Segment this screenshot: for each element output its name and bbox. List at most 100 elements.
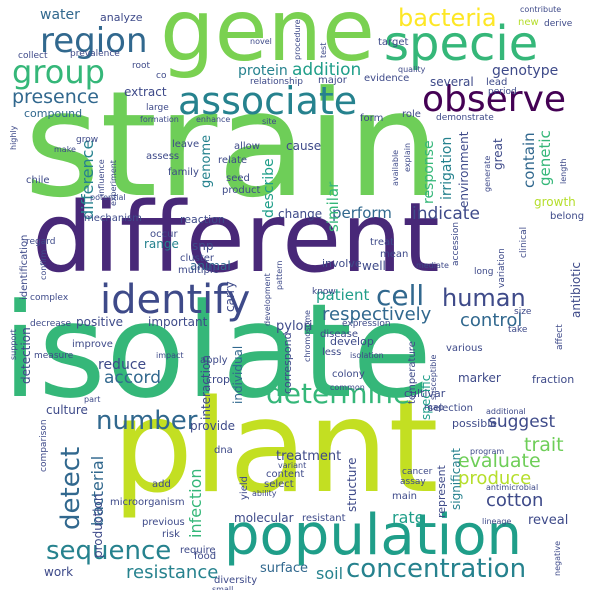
word-involve: involve <box>322 257 362 270</box>
word-content: content <box>266 469 305 480</box>
word-structure: structure <box>345 457 359 512</box>
word-possible: possible <box>452 417 498 430</box>
word-selection: selection <box>428 403 473 414</box>
word-ability: ability <box>252 489 277 498</box>
word-collect: collect <box>18 51 48 61</box>
word-additional: additional <box>486 407 526 416</box>
word-number: number <box>96 406 198 436</box>
word-complex: complex <box>30 293 69 303</box>
word-reduce: reduce <box>98 357 147 373</box>
word-indicate: indicate <box>412 204 480 224</box>
word-multiple: multiple <box>178 265 219 276</box>
word-food: food <box>194 551 217 562</box>
word-gene: gene <box>160 0 375 81</box>
word-treatment: treatment <box>276 449 342 464</box>
word-confirm: confirm <box>39 249 48 280</box>
word-isolate: isolate <box>2 275 433 427</box>
word-temperature: temperature <box>407 341 418 404</box>
word-mediate: mediate <box>416 261 449 270</box>
word-grow: grow <box>76 135 99 145</box>
word-produce: produce <box>458 468 532 489</box>
word-snp: snp <box>192 239 214 253</box>
word-accession: accession <box>451 221 461 266</box>
word-improve: improve <box>72 339 113 350</box>
word-cluster: cluster <box>180 253 215 264</box>
word-crop: crop <box>206 373 231 386</box>
word-develop: develop <box>330 335 374 348</box>
word-represent: represent <box>435 465 448 518</box>
word-small: small <box>212 585 234 590</box>
word-growth: growth <box>534 195 576 209</box>
word-protein: protein <box>238 63 288 79</box>
word-trait: trait <box>524 434 564 456</box>
word-prevalence: prevalence <box>70 49 120 59</box>
word-select: select <box>264 479 294 490</box>
word-allow: allow <box>234 141 260 152</box>
word-co: co <box>156 71 167 81</box>
word-suggest: suggest <box>488 412 556 432</box>
word-genome: genome <box>199 134 214 188</box>
word-regard: regard <box>26 237 56 247</box>
word-production: production <box>91 493 105 558</box>
word-mean: mean <box>380 249 409 260</box>
word-identify: identify <box>100 277 251 323</box>
word-surface: surface <box>260 561 309 576</box>
word-accord: accord <box>104 368 161 388</box>
word-require: require <box>180 545 216 556</box>
word-available: available <box>391 149 400 186</box>
word-concentration: concentration <box>346 554 527 584</box>
word-correspond: correspond <box>281 332 294 394</box>
word-perform: perform <box>332 204 392 222</box>
word-important: important <box>148 315 208 329</box>
word-target: target <box>378 37 409 48</box>
word-different: different <box>32 182 440 294</box>
word-infection: infection <box>186 468 205 538</box>
word-length: length <box>559 158 568 185</box>
word-fraction: fraction <box>532 373 575 386</box>
word-chromosome: chromosome <box>303 310 312 362</box>
word-large: large <box>146 103 169 113</box>
word-dna: dna <box>214 445 233 456</box>
word-chile: chile <box>26 175 50 186</box>
word-quality: quality <box>398 65 426 74</box>
word-carry: carry <box>223 281 237 312</box>
word-plant: plant <box>112 373 439 522</box>
word-detect: detect <box>56 446 86 530</box>
word-product: product <box>222 185 261 196</box>
word-soil: soil <box>316 564 344 583</box>
word-form: form <box>360 113 384 124</box>
word-contribute: contribute <box>520 5 562 14</box>
word-relate: relate <box>218 155 248 166</box>
word-respectively: respectively <box>322 304 432 325</box>
word-cause: cause <box>286 139 322 153</box>
word-great: great <box>491 138 505 170</box>
word-root: root <box>132 61 151 71</box>
word-detection: detection <box>19 327 33 384</box>
word-human: human <box>442 284 526 312</box>
word-seed: seed <box>226 173 250 184</box>
word-cell: cell <box>376 279 425 312</box>
word-impact: impact <box>156 351 184 360</box>
word-pylori: pylori <box>276 319 313 334</box>
word-leave: leave <box>172 139 200 150</box>
word-extract: extract <box>124 85 167 99</box>
word-resistance: resistance <box>126 562 219 583</box>
word-long: long <box>474 267 494 277</box>
word-contain: contain <box>520 132 538 188</box>
word-previous: previous <box>142 517 185 528</box>
word-occur: occur <box>150 229 178 240</box>
word-evaluate: evaluate <box>458 450 541 472</box>
word-microorganism: microorganism <box>110 497 185 508</box>
word-assay: assay <box>400 477 426 487</box>
word-family: family <box>168 167 199 178</box>
word-provide: provide <box>190 419 236 433</box>
word-colony: colony <box>332 369 365 380</box>
word-well: well <box>362 259 386 273</box>
word-yield: yield <box>239 476 250 500</box>
word-less: less <box>322 347 342 358</box>
word-various: various <box>446 343 483 354</box>
word-generate: generate <box>483 155 492 192</box>
word-role: role <box>402 109 421 120</box>
word-susceptible: susceptible <box>429 354 438 400</box>
word-region: region <box>40 21 148 61</box>
